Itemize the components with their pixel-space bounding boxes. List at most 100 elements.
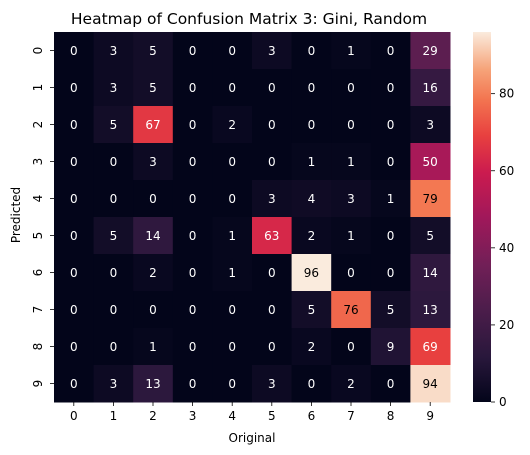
heatmap-cell <box>172 365 213 403</box>
cell-value-label: 2 <box>308 229 316 243</box>
cell-value-label: 5 <box>149 44 157 58</box>
heatmap-cell <box>410 106 451 144</box>
heatmap-cell <box>410 32 451 70</box>
heatmap-cell <box>133 180 174 218</box>
cell-value-label: 1 <box>228 266 236 280</box>
heatmap-cell <box>212 328 253 366</box>
cell-value-label: 0 <box>387 155 395 169</box>
heatmap-cell <box>93 69 134 107</box>
x-tick-label: 1 <box>110 409 118 423</box>
cell-value-label: 0 <box>387 266 395 280</box>
heatmap-cell <box>54 291 95 329</box>
heatmap-cell <box>370 365 411 403</box>
heatmap-cell <box>212 106 253 144</box>
heatmap-cell <box>331 328 372 366</box>
heatmap-cell <box>133 254 174 292</box>
heatmap-cell <box>133 328 174 366</box>
heatmap-cell <box>370 143 411 181</box>
cell-value-label: 0 <box>268 340 276 354</box>
cell-value-label: 4 <box>308 192 316 206</box>
cell-value-label: 0 <box>268 155 276 169</box>
heatmap-cell <box>93 291 134 329</box>
heatmap-cell <box>93 254 134 292</box>
y-tick-label: 0 <box>31 47 45 55</box>
cell-value-label: 0 <box>228 303 236 317</box>
colorbar-tick-label: 0 <box>499 395 507 409</box>
cell-value-label: 0 <box>308 377 316 391</box>
cell-value-label: 0 <box>189 155 197 169</box>
heatmap-cell <box>212 180 253 218</box>
cell-value-label: 0 <box>387 81 395 95</box>
heatmap-cell <box>133 69 174 107</box>
cell-value-label: 0 <box>70 81 78 95</box>
heatmap-cell <box>133 32 174 70</box>
cell-value-label: 3 <box>268 377 276 391</box>
heatmap-cell <box>212 32 253 70</box>
heatmap-cell <box>331 32 372 70</box>
cell-value-label: 0 <box>189 118 197 132</box>
cell-value-label: 13 <box>145 377 160 391</box>
colorbar <box>473 32 491 402</box>
x-axis-ticks: 0 1 2 3 4 5 6 7 8 9 <box>70 402 434 423</box>
cell-value-label: 5 <box>308 303 316 317</box>
cell-value-label: 5 <box>387 303 395 317</box>
cell-value-label: 0 <box>228 155 236 169</box>
heatmap-cell <box>252 328 293 366</box>
cell-value-label: 0 <box>189 229 197 243</box>
cell-value-label: 3 <box>268 44 276 58</box>
heatmap-cell <box>291 106 332 144</box>
heatmap-cell <box>291 254 332 292</box>
cell-value-label: 0 <box>70 44 78 58</box>
cell-value-label: 0 <box>308 81 316 95</box>
cell-value-label: 0 <box>387 377 395 391</box>
heatmap-cell <box>93 217 134 255</box>
cell-value-label: 0 <box>387 44 395 58</box>
heatmap-cell <box>212 365 253 403</box>
heatmap-cell <box>54 143 95 181</box>
cell-value-label: 1 <box>149 340 157 354</box>
y-tick-label: 2 <box>31 121 45 129</box>
heatmap-cell <box>54 328 95 366</box>
x-tick-label: 4 <box>228 409 236 423</box>
cell-value-label: 0 <box>268 303 276 317</box>
cell-value-label: 96 <box>304 266 319 280</box>
cell-value-label: 0 <box>70 340 78 354</box>
cell-value-label: 0 <box>268 118 276 132</box>
x-axis-label: Original <box>229 431 276 445</box>
cell-value-label: 3 <box>347 192 355 206</box>
y-axis-ticks: 0 1 2 3 4 5 6 7 8 9 <box>31 47 54 387</box>
cell-value-label: 5 <box>426 229 434 243</box>
x-tick-label: 9 <box>426 409 434 423</box>
heatmap-cell <box>54 69 95 107</box>
cell-value-label: 0 <box>70 303 78 317</box>
colorbar-tick-label: 20 <box>499 318 514 332</box>
heatmap-cells <box>54 32 451 403</box>
cell-value-label: 0 <box>347 340 355 354</box>
heatmap-cell <box>370 180 411 218</box>
heatmap-cell <box>54 180 95 218</box>
y-tick-label: 1 <box>31 84 45 92</box>
y-tick-label: 8 <box>31 343 45 351</box>
heatmap-cell <box>54 217 95 255</box>
cell-value-label: 0 <box>149 303 157 317</box>
heatmap-cell <box>410 143 451 181</box>
heatmap-cell <box>331 217 372 255</box>
cell-value-label: 5 <box>110 229 118 243</box>
heatmap-cell <box>291 365 332 403</box>
colorbar-tick-label: 60 <box>499 164 514 178</box>
cell-value-label: 0 <box>228 192 236 206</box>
cell-value-label: 76 <box>343 303 358 317</box>
cell-value-label: 29 <box>423 44 438 58</box>
cell-value-label: 94 <box>423 377 438 391</box>
heatmap-cell <box>212 143 253 181</box>
heatmap-cell <box>252 217 293 255</box>
cell-value-label: 2 <box>347 377 355 391</box>
cell-value-label: 0 <box>110 155 118 169</box>
cell-value-labels: 0 3 5 0 0 3 0 1 0 290 3 5 0 0 0 0 0 0 160 5 67 0 2 0 0 0 0 30 0 3 0 0 0 1… <box>70 44 438 391</box>
y-tick-label: 7 <box>31 306 45 314</box>
x-tick-label: 8 <box>387 409 395 423</box>
x-tick-label: 7 <box>347 409 355 423</box>
cell-value-label: 3 <box>110 81 118 95</box>
heatmap-cell <box>291 69 332 107</box>
